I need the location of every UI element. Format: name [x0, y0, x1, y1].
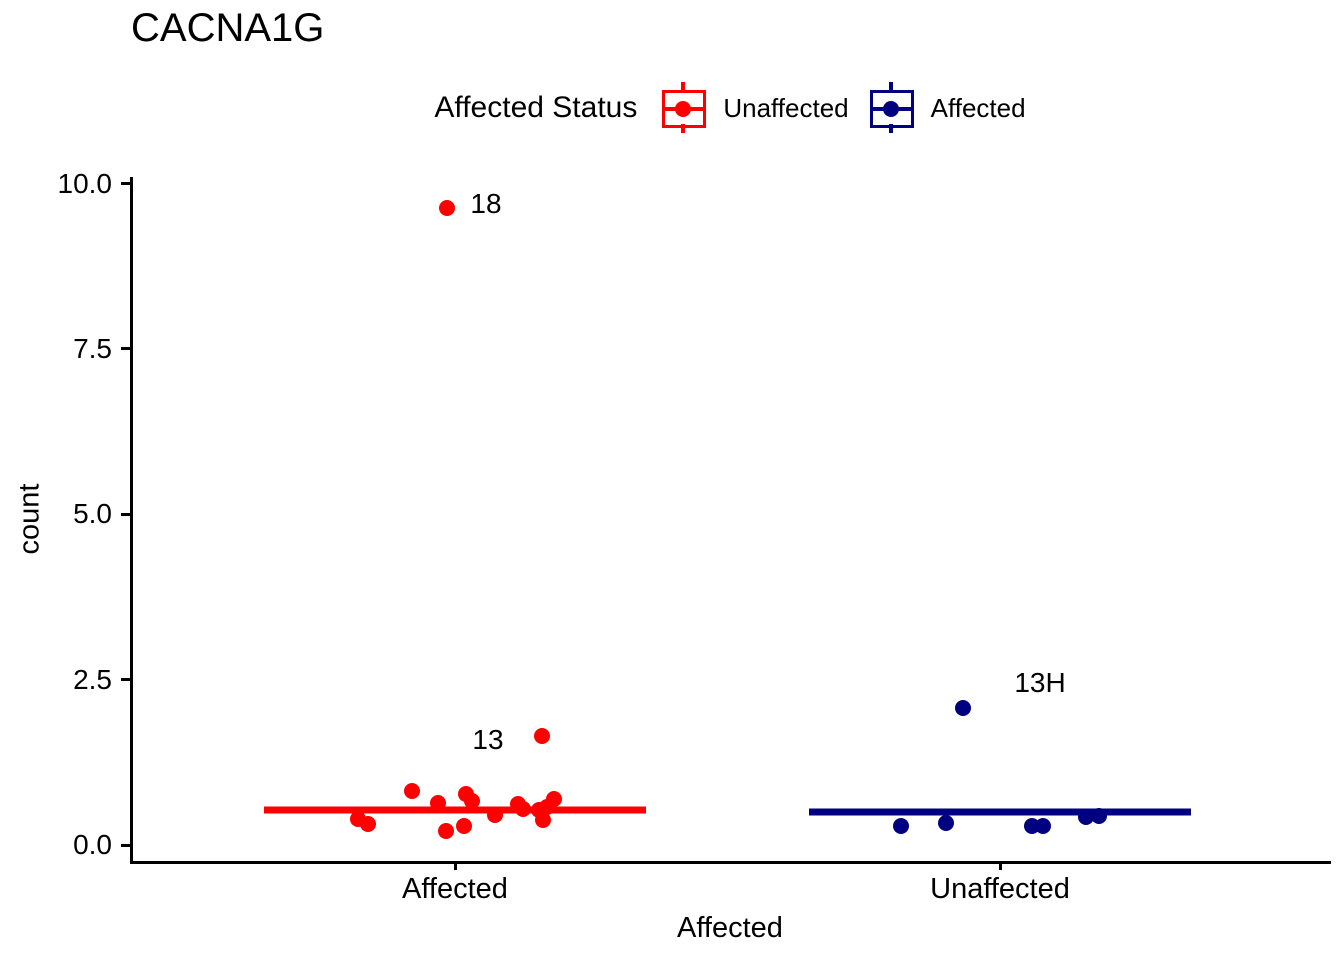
data-point: [515, 800, 531, 817]
data-point: [893, 817, 909, 834]
x-tick-label: Unaffected: [930, 873, 1070, 905]
chart-title: CACNA1G: [131, 6, 325, 50]
crossbar-point-key-icon: [661, 82, 707, 134]
legend: Affected Status Unaffected Affected: [130, 80, 1330, 136]
legend-title: Affected Status: [434, 91, 638, 124]
y-tick-label: 7.5: [73, 332, 112, 364]
y-tick-label: 5.0: [73, 498, 112, 530]
legend-label-affected: Affected: [930, 92, 1026, 123]
data-point: [1035, 817, 1051, 834]
y-tick-mark: [121, 347, 130, 351]
point-annotation: 13: [472, 723, 504, 755]
crossbar-median-line: [264, 806, 646, 814]
data-point: [1091, 807, 1107, 824]
x-axis-title: Affected: [677, 912, 783, 944]
x-tick-mark: [998, 861, 1002, 870]
y-axis-line: [130, 177, 133, 864]
y-tick-mark: [121, 182, 130, 185]
data-point: [430, 795, 446, 812]
data-point: [404, 782, 420, 799]
legend-label-unaffected: Unaffected: [723, 92, 849, 123]
data-point: [487, 806, 503, 823]
crossbar-median-line: [809, 808, 1191, 816]
x-tick-label: Affected: [402, 873, 508, 905]
data-point: [534, 727, 550, 744]
legend-entry-unaffected: Unaffected: [661, 82, 849, 134]
data-point: [535, 811, 551, 828]
y-axis-title: count: [13, 483, 46, 555]
point-annotation: 13H: [1014, 667, 1066, 699]
point-annotation: 18: [470, 187, 502, 219]
data-point: [938, 814, 954, 831]
data-point: [955, 700, 971, 717]
data-point: [1078, 809, 1094, 826]
y-tick-label: 2.5: [73, 663, 112, 695]
y-tick-label: 0.0: [73, 829, 112, 860]
y-tick-mark: [121, 843, 130, 847]
data-point: [546, 790, 562, 807]
data-point: [456, 818, 472, 835]
data-point: [360, 815, 376, 832]
data-point: [438, 823, 454, 840]
y-tick-label: 10.0: [57, 167, 113, 199]
data-point: [464, 792, 480, 809]
crossbar-point-key-icon: [869, 82, 915, 134]
legend-entry-affected: Affected: [869, 82, 1026, 134]
y-tick-mark: [121, 678, 130, 682]
x-tick-mark: [453, 861, 457, 870]
y-tick-mark: [121, 512, 130, 516]
x-axis-line: [130, 861, 1331, 864]
data-point: [439, 199, 455, 216]
